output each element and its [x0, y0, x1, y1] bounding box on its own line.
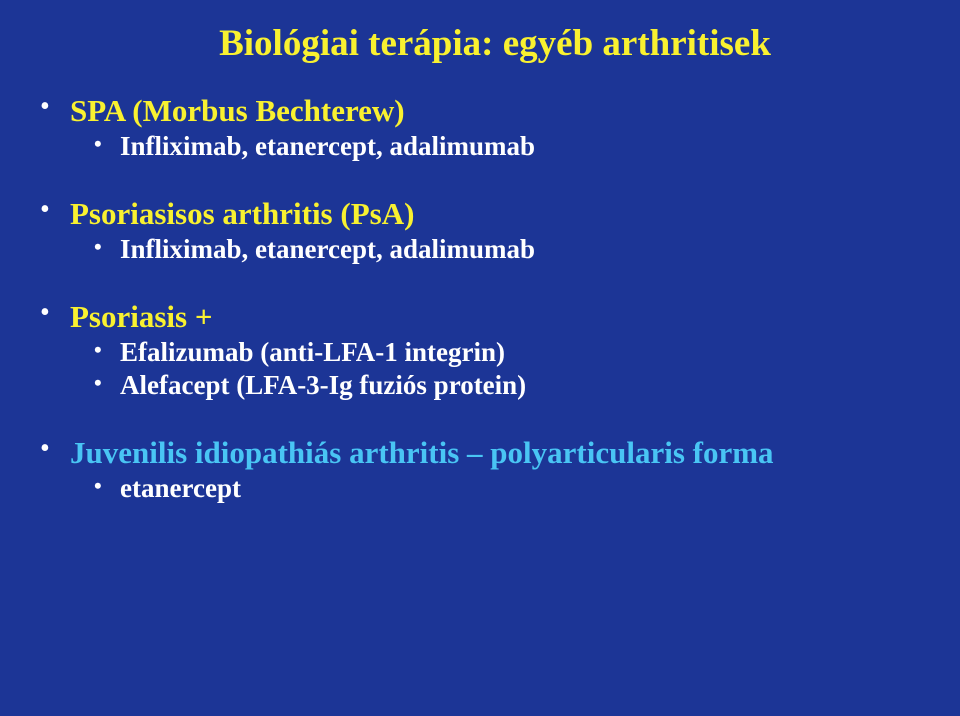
sub-list-item: etanercept	[120, 473, 920, 504]
list-heading: SPA (Morbus Bechterew)	[70, 93, 920, 129]
list-item: Juvenilis idiopathiás arthritis – polyar…	[70, 435, 920, 504]
slide-title: Biológiai terápia: egyéb arthritisek	[70, 22, 920, 65]
slide: Biológiai terápia: egyéb arthritisek SPA…	[0, 0, 960, 716]
list-item: Psoriasisos arthritis (PsA) Infliximab, …	[70, 196, 920, 265]
list-item: Psoriasis + Efalizumab (anti-LFA-1 integ…	[70, 299, 920, 401]
bullet-list: SPA (Morbus Bechterew) Infliximab, etane…	[70, 93, 920, 504]
sub-list-item: Infliximab, etanercept, adalimumab	[120, 131, 920, 162]
list-heading: Juvenilis idiopathiás arthritis – polyar…	[70, 435, 920, 471]
list-item: SPA (Morbus Bechterew) Infliximab, etane…	[70, 93, 920, 162]
sub-list: Infliximab, etanercept, adalimumab	[120, 131, 920, 162]
sub-list-item: Infliximab, etanercept, adalimumab	[120, 234, 920, 265]
sub-list: Infliximab, etanercept, adalimumab	[120, 234, 920, 265]
sub-list-item: Efalizumab (anti-LFA-1 integrin)	[120, 337, 920, 368]
list-heading: Psoriasisos arthritis (PsA)	[70, 196, 920, 232]
sub-list-item: Alefacept (LFA-3-Ig fuziós protein)	[120, 370, 920, 401]
sub-list: Efalizumab (anti-LFA-1 integrin) Aleface…	[120, 337, 920, 401]
list-heading: Psoriasis +	[70, 299, 920, 335]
sub-list: etanercept	[120, 473, 920, 504]
